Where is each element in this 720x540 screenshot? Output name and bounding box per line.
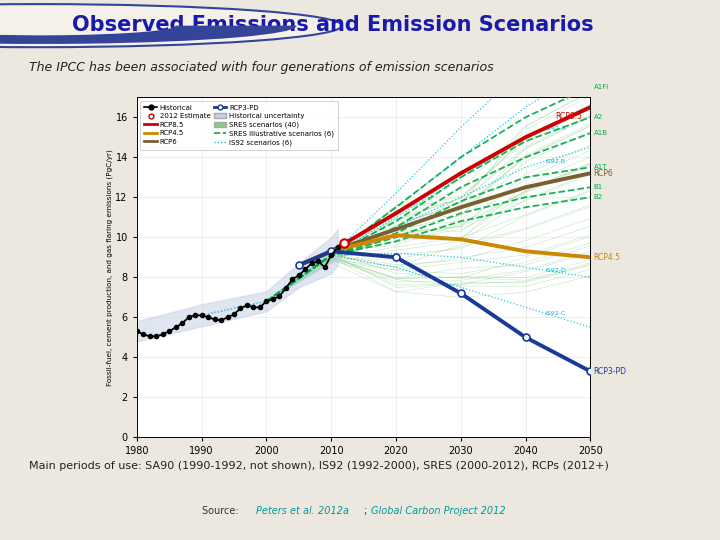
Text: IS92-B: IS92-B xyxy=(545,159,565,164)
Text: Source:: Source: xyxy=(202,507,241,516)
Text: B2: B2 xyxy=(594,194,603,200)
Text: The IPCC has been associated with four generations of emission scenarios: The IPCC has been associated with four g… xyxy=(29,61,493,74)
Text: B1: B1 xyxy=(594,184,603,190)
Text: IS92-D: IS92-D xyxy=(545,268,566,273)
Text: A1B: A1B xyxy=(594,130,608,136)
Legend: Historical, 2012 Estimate, RCP8.5, RCP4.5, RCP6, RCP3-PD, Historical uncertainty: Historical, 2012 Estimate, RCP8.5, RCP4.… xyxy=(140,100,338,150)
Text: RCP6: RCP6 xyxy=(594,168,613,178)
Text: Peters et al. 2012a: Peters et al. 2012a xyxy=(256,507,348,516)
Text: IS92-C: IS92-C xyxy=(545,311,565,316)
Circle shape xyxy=(0,4,342,47)
Text: Main periods of use: SA90 (1990-1992, not shown), IS92 (1992-2000), SRES (2000-2: Main periods of use: SA90 (1990-1992, no… xyxy=(29,461,608,471)
Text: Observed Emissions and Emission Scenarios: Observed Emissions and Emission Scenario… xyxy=(72,15,593,35)
Text: Global Carbon Project 2012: Global Carbon Project 2012 xyxy=(371,507,505,516)
Y-axis label: Fossil-fuel, cement production, and gas flaring emissions (PgC/yr): Fossil-fuel, cement production, and gas … xyxy=(106,149,112,386)
Text: IS92-F: IS92-F xyxy=(545,93,564,98)
Text: RCP3-PD: RCP3-PD xyxy=(594,367,626,376)
Text: A1T: A1T xyxy=(594,164,607,170)
Text: IS92-E: IS92-E xyxy=(545,50,565,55)
Text: A2: A2 xyxy=(594,114,603,120)
Text: IS92-A: IS92-A xyxy=(545,126,565,131)
Text: RCP4.5: RCP4.5 xyxy=(594,253,621,262)
Wedge shape xyxy=(0,25,297,44)
Text: ;: ; xyxy=(364,507,367,516)
Text: A1FI: A1FI xyxy=(594,84,609,90)
Text: RCP8.5: RCP8.5 xyxy=(555,112,582,121)
